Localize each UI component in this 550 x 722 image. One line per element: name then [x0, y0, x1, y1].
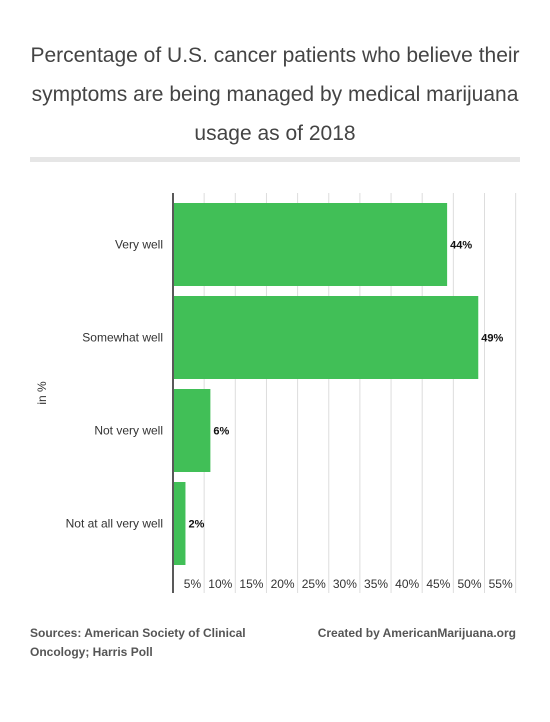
data-label: 2%	[188, 519, 204, 531]
y-axis-title: in %	[35, 381, 49, 405]
x-tick-label: 25%	[302, 577, 326, 591]
x-tick-label: 10%	[208, 577, 232, 591]
x-tick-label: 30%	[333, 577, 357, 591]
data-label: 44%	[450, 240, 472, 252]
category-label: Very well	[115, 238, 163, 252]
data-labels: 44% 49% 6% 2%	[188, 240, 503, 531]
bar	[174, 482, 186, 565]
chart-title: Percentage of U.S. cancer patients who b…	[30, 44, 520, 145]
category-label: Not very well	[94, 424, 163, 438]
x-tick-label: 40%	[395, 577, 419, 591]
x-tick-label: 35%	[364, 577, 388, 591]
data-label: 49%	[481, 333, 503, 345]
bars	[174, 203, 479, 565]
bar	[174, 296, 479, 379]
bar	[174, 389, 211, 472]
data-label: 6%	[213, 426, 229, 438]
bar	[174, 203, 448, 286]
x-tick-label: 55%	[489, 577, 513, 591]
category-label: Somewhat well	[82, 331, 163, 345]
x-tick-labels: 5% 10% 15% 20% 25% 30% 35% 40% 45% 50% 55%	[184, 577, 513, 591]
category-labels: Very well Somewhat well Not very well Not a…	[66, 238, 163, 531]
x-tick-label: 5%	[184, 577, 202, 591]
x-tick-label: 20%	[271, 577, 295, 591]
category-label: Not at all very well	[66, 517, 163, 531]
x-tick-label: 45%	[426, 577, 450, 591]
x-tick-label: 50%	[457, 577, 481, 591]
x-tick-label: 15%	[239, 577, 263, 591]
credit-note: Created by AmericanMarijuana.org	[317, 626, 516, 640]
sources-note: Sources: American Society of Clinical On…	[30, 626, 246, 659]
title-divider	[30, 157, 520, 162]
